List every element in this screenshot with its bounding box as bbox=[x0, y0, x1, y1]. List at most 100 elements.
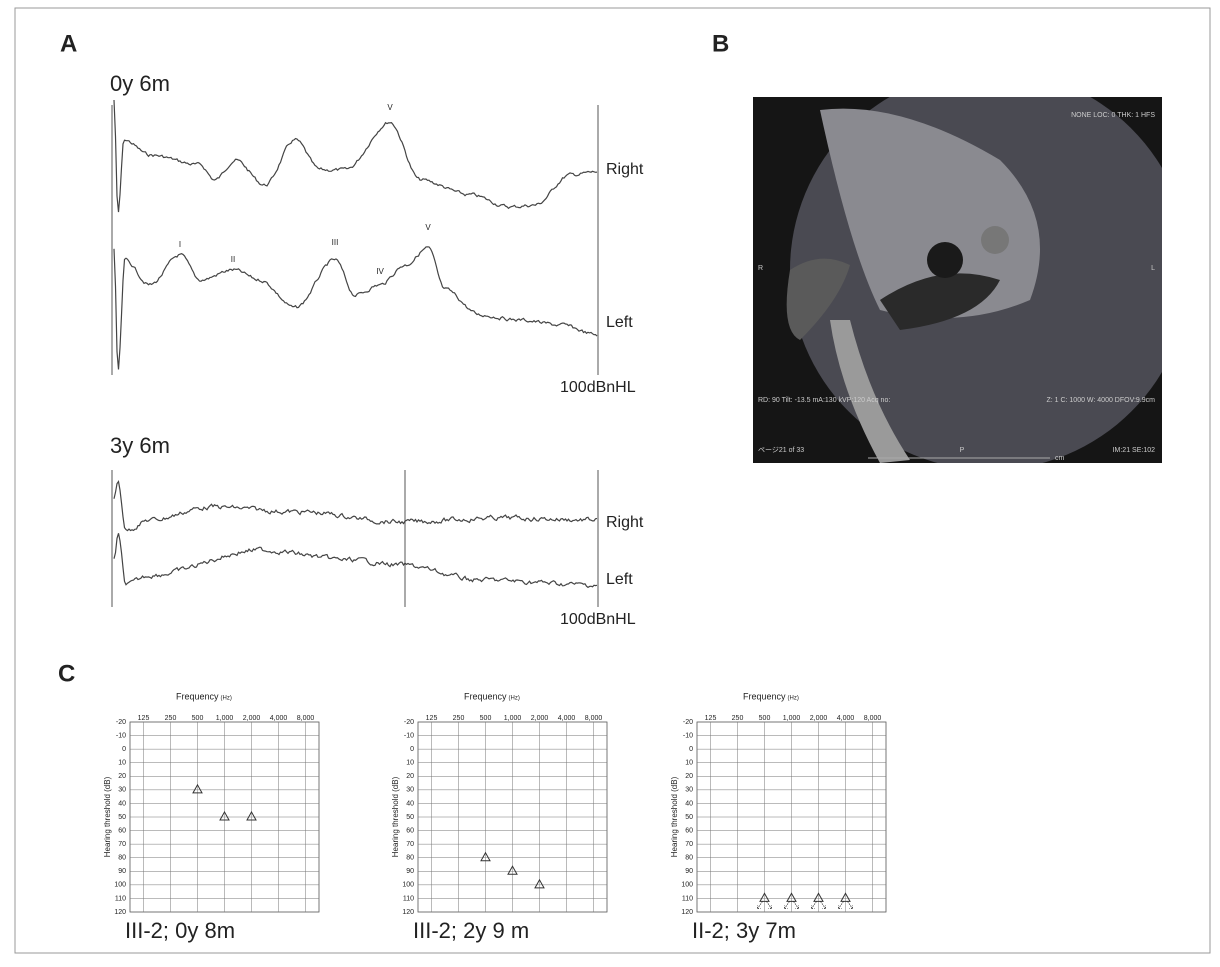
y-tick-label: -20 bbox=[116, 719, 126, 726]
abr-trace bbox=[114, 247, 597, 370]
y-tick-label: -20 bbox=[683, 719, 693, 726]
trace-label: Left bbox=[606, 314, 633, 331]
y-axis-title: Hearing threshold (dB) bbox=[391, 776, 400, 857]
y-tick-label: -10 bbox=[683, 732, 693, 739]
y-tick-label: 80 bbox=[685, 855, 693, 862]
x-axis-title: Frequency bbox=[743, 691, 786, 701]
x-tick-label: 500 bbox=[480, 715, 492, 722]
x-tick-label: 500 bbox=[192, 715, 204, 722]
x-tick-label: 8,000 bbox=[864, 715, 882, 722]
y-tick-label: 100 bbox=[114, 882, 126, 889]
y-tick-label: 40 bbox=[118, 800, 126, 807]
x-axis-unit: (Hz) bbox=[221, 696, 232, 702]
chart-title: II-2; 3y 7m bbox=[692, 918, 796, 943]
level-label: 100dBnHL bbox=[560, 379, 636, 396]
abr-trace bbox=[114, 482, 597, 531]
y-tick-label: 120 bbox=[681, 909, 693, 916]
y-tick-label: 70 bbox=[118, 841, 126, 848]
y-tick-label: 0 bbox=[122, 746, 126, 753]
peak-label: IV bbox=[376, 267, 384, 276]
figure: A 0y 6m Right Left 100dBnHL V I II III I… bbox=[0, 0, 1220, 962]
ct-text: ページ21 of 33 bbox=[758, 446, 804, 454]
y-tick-label: 110 bbox=[115, 895, 126, 902]
y-tick-label: 40 bbox=[685, 800, 693, 807]
y-tick-label: 100 bbox=[681, 882, 693, 889]
x-tick-label: 1,000 bbox=[216, 715, 234, 722]
y-tick-label: 10 bbox=[406, 760, 414, 767]
level-label: 100dBnHL bbox=[560, 611, 636, 628]
y-tick-label: 10 bbox=[685, 760, 693, 767]
y-axis-title: Hearing threshold (dB) bbox=[670, 776, 679, 857]
chart-title: III-2; 0y 8m bbox=[125, 918, 235, 943]
y-tick-label: 10 bbox=[118, 760, 126, 767]
x-tick-label: 125 bbox=[426, 715, 438, 722]
x-tick-label: 8,000 bbox=[585, 715, 603, 722]
x-tick-label: 4,000 bbox=[837, 715, 855, 722]
abr-trace bbox=[114, 100, 597, 212]
y-tick-label: -20 bbox=[404, 719, 414, 726]
y-tick-label: 80 bbox=[406, 855, 414, 862]
x-tick-label: 250 bbox=[165, 715, 177, 722]
y-tick-label: 30 bbox=[685, 787, 693, 794]
y-tick-label: 30 bbox=[118, 787, 126, 794]
x-tick-label: 2,000 bbox=[531, 715, 549, 722]
x-tick-label: 250 bbox=[732, 715, 744, 722]
panel-letter: B bbox=[712, 30, 729, 57]
x-tick-label: 4,000 bbox=[270, 715, 288, 722]
y-tick-label: 60 bbox=[685, 827, 693, 834]
x-tick-label: 2,000 bbox=[810, 715, 828, 722]
chart-title: III-2; 2y 9 m bbox=[413, 918, 529, 943]
x-axis-title: Frequency bbox=[176, 691, 219, 701]
y-axis-title: Hearing threshold (dB) bbox=[103, 776, 112, 857]
y-tick-label: 60 bbox=[118, 827, 126, 834]
ct-text: Z: 1 C: 1000 W: 4000 DFOV:9.9cm bbox=[1046, 397, 1155, 404]
peak-label: V bbox=[387, 103, 393, 112]
x-tick-label: 8,000 bbox=[297, 715, 315, 722]
y-tick-label: 50 bbox=[406, 814, 414, 821]
y-tick-label: 90 bbox=[406, 868, 414, 875]
x-tick-label: 125 bbox=[138, 715, 150, 722]
peak-label: II bbox=[231, 255, 235, 264]
y-tick-label: 0 bbox=[689, 746, 693, 753]
x-tick-label: 1,000 bbox=[504, 715, 522, 722]
ct-text: L bbox=[1151, 265, 1155, 272]
abr-trace bbox=[114, 533, 597, 587]
y-tick-label: 100 bbox=[402, 882, 414, 889]
y-tick-label: 120 bbox=[114, 909, 126, 916]
y-tick-label: 0 bbox=[410, 746, 414, 753]
y-tick-label: 50 bbox=[685, 814, 693, 821]
y-tick-label: 80 bbox=[118, 855, 126, 862]
x-tick-label: 250 bbox=[453, 715, 465, 722]
x-tick-label: 2,000 bbox=[243, 715, 261, 722]
y-tick-label: -10 bbox=[116, 732, 126, 739]
ct-text: P bbox=[960, 447, 965, 454]
age-label: 0y 6m bbox=[110, 71, 170, 96]
y-tick-label: 90 bbox=[685, 868, 693, 875]
x-tick-label: 500 bbox=[759, 715, 771, 722]
y-tick-label: 120 bbox=[402, 909, 414, 916]
y-tick-label: 50 bbox=[118, 814, 126, 821]
ct-text: NONE LOC: 0 THK: 1 HFS bbox=[1071, 112, 1155, 119]
panel-letter: A bbox=[60, 30, 77, 57]
y-tick-label: 20 bbox=[118, 773, 126, 780]
ct-text: cm bbox=[1055, 455, 1065, 462]
x-tick-label: 125 bbox=[705, 715, 717, 722]
trace-label: Right bbox=[606, 161, 644, 178]
ct-text: IM:21 SE:102 bbox=[1113, 447, 1156, 454]
peak-label: V bbox=[425, 223, 431, 232]
ct-image bbox=[753, 70, 1190, 470]
y-tick-label: 70 bbox=[685, 841, 693, 848]
y-tick-label: 110 bbox=[403, 895, 414, 902]
y-tick-label: 60 bbox=[406, 827, 414, 834]
y-tick-label: -10 bbox=[404, 732, 414, 739]
x-tick-label: 1,000 bbox=[783, 715, 801, 722]
y-tick-label: 90 bbox=[118, 868, 126, 875]
y-tick-label: 20 bbox=[685, 773, 693, 780]
x-axis-title: Frequency bbox=[464, 691, 507, 701]
y-tick-label: 40 bbox=[406, 800, 414, 807]
y-tick-label: 30 bbox=[406, 787, 414, 794]
ct-text: R bbox=[758, 265, 763, 272]
peak-label: III bbox=[332, 238, 339, 247]
x-axis-unit: (Hz) bbox=[509, 696, 520, 702]
y-tick-label: 110 bbox=[682, 895, 693, 902]
